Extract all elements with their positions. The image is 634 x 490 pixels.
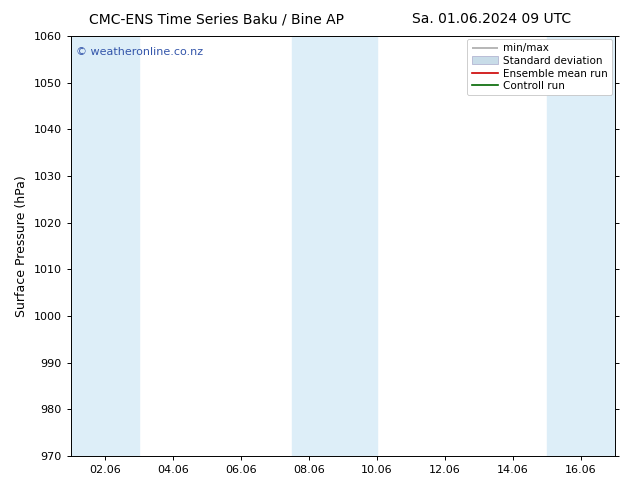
Bar (292, 36, 377, 456)
Bar (547, 36, 615, 456)
Text: CMC-ENS Time Series Baku / Bine AP: CMC-ENS Time Series Baku / Bine AP (89, 12, 344, 26)
Bar (71, 36, 139, 456)
Text: © weatheronline.co.nz: © weatheronline.co.nz (76, 47, 204, 57)
Text: Sa. 01.06.2024 09 UTC: Sa. 01.06.2024 09 UTC (412, 12, 571, 26)
Y-axis label: Surface Pressure (hPa): Surface Pressure (hPa) (15, 175, 28, 317)
Legend: min/max, Standard deviation, Ensemble mean run, Controll run: min/max, Standard deviation, Ensemble me… (467, 39, 612, 96)
